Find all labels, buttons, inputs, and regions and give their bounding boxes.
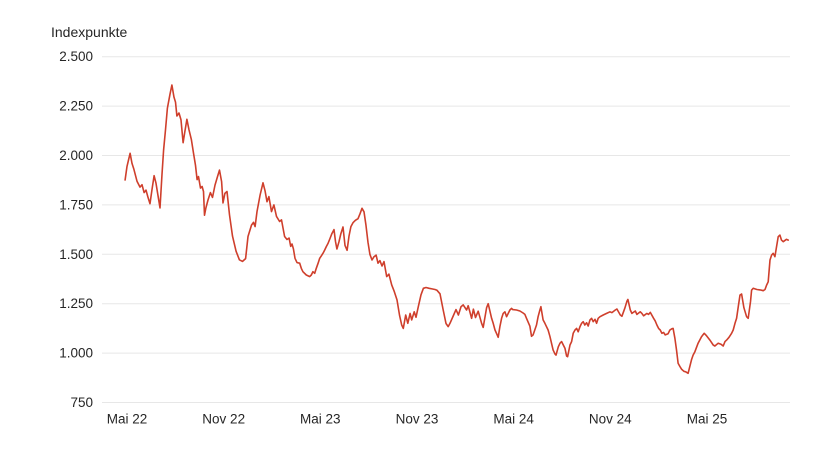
y-axis-tick-label: 1.000	[59, 346, 93, 361]
y-axis-tick-label: 1.250	[59, 296, 93, 311]
x-axis-tick-label: Nov 23	[396, 412, 439, 427]
x-axis-tick-label: Nov 24	[589, 412, 632, 427]
y-axis-tick-label: 750	[70, 395, 93, 410]
x-axis-tick-label: Mai 22	[107, 412, 148, 427]
y-axis-tick-label: 2.500	[59, 49, 93, 64]
x-axis-tick-label: Nov 22	[202, 412, 245, 427]
y-axis-unit-label: Indexpunkte	[51, 24, 128, 40]
x-axis-tick-label: Mai 25	[687, 412, 728, 427]
y-axis-tick-label: 1.750	[59, 197, 93, 212]
data-line	[124, 84, 790, 375]
y-axis-tick-label: 2.000	[59, 148, 93, 163]
y-axis-tick-label: 1.500	[59, 247, 93, 262]
x-axis-tick-label: Mai 24	[493, 412, 534, 427]
y-axis-tick-label: 2.250	[59, 99, 93, 114]
x-axis-tick-label: Mai 23	[300, 412, 341, 427]
